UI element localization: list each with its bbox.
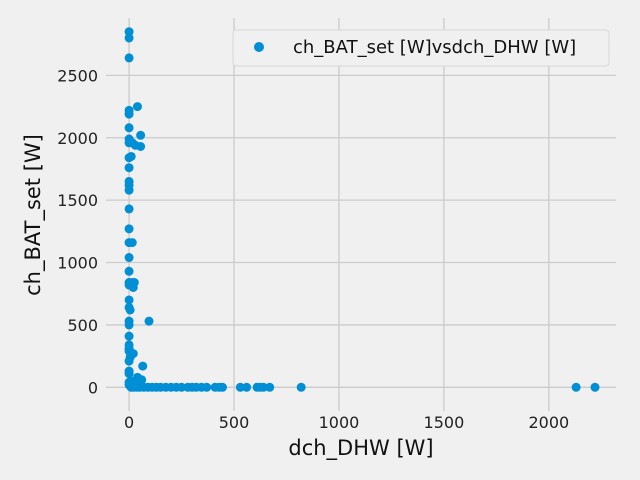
- x-tick-label: 1500: [424, 413, 465, 432]
- plot-area: [106, 18, 616, 411]
- data-point: [258, 382, 268, 392]
- data-point: [124, 331, 134, 341]
- data-points: [124, 27, 600, 392]
- data-point: [136, 130, 146, 140]
- data-point: [124, 109, 134, 119]
- data-point: [124, 123, 134, 133]
- legend-entry: ch_BAT_set [W]vsdch_DHW [W]: [293, 37, 576, 58]
- data-point: [124, 320, 134, 330]
- y-axis-label: ch_BAT_set [W]: [21, 134, 46, 296]
- data-point: [124, 266, 134, 276]
- data-point: [138, 361, 148, 371]
- data-point: [132, 102, 142, 112]
- data-point: [124, 185, 134, 195]
- data-point: [124, 204, 134, 214]
- data-point: [571, 382, 581, 392]
- data-point: [144, 316, 154, 326]
- legend-box: [232, 29, 610, 67]
- data-point: [124, 369, 134, 379]
- data-point: [217, 382, 227, 392]
- legend-marker: [254, 42, 264, 52]
- data-point: [124, 224, 134, 234]
- data-point: [127, 238, 137, 248]
- x-tick-labels: 0 500 1000 1500 2000: [124, 413, 569, 432]
- data-point: [590, 382, 600, 392]
- data-point: [235, 382, 245, 392]
- data-point: [202, 382, 212, 392]
- data-point: [177, 382, 187, 392]
- x-tick-label: 2000: [528, 413, 569, 432]
- y-tick-label: 0: [88, 378, 98, 397]
- y-tick-label: 2500: [57, 66, 98, 85]
- y-tick-label: 500: [67, 316, 98, 335]
- x-tick-label: 0: [124, 413, 134, 432]
- data-point: [124, 27, 134, 37]
- legend: ch_BAT_set [W]vsdch_DHW [W]: [232, 29, 610, 67]
- x-tick-label: 500: [219, 413, 250, 432]
- y-tick-labels: 0 500 1000 1500 2000 2500: [57, 66, 98, 397]
- x-axis-label: dch_DHW [W]: [288, 436, 433, 461]
- data-point: [124, 163, 134, 173]
- data-point: [242, 382, 252, 392]
- data-point: [128, 282, 138, 292]
- y-tick-label: 2000: [57, 129, 98, 148]
- data-point: [296, 382, 306, 392]
- data-point: [124, 33, 134, 43]
- y-tick-label: 1000: [57, 254, 98, 273]
- data-point: [124, 295, 134, 305]
- data-point: [126, 151, 136, 161]
- y-tick-label: 1500: [57, 191, 98, 210]
- data-point: [124, 356, 134, 366]
- data-point: [124, 53, 134, 63]
- data-point: [124, 253, 134, 263]
- x-tick-label: 1000: [319, 413, 360, 432]
- data-point: [136, 142, 146, 152]
- data-point: [125, 305, 135, 315]
- data-point: [265, 382, 275, 392]
